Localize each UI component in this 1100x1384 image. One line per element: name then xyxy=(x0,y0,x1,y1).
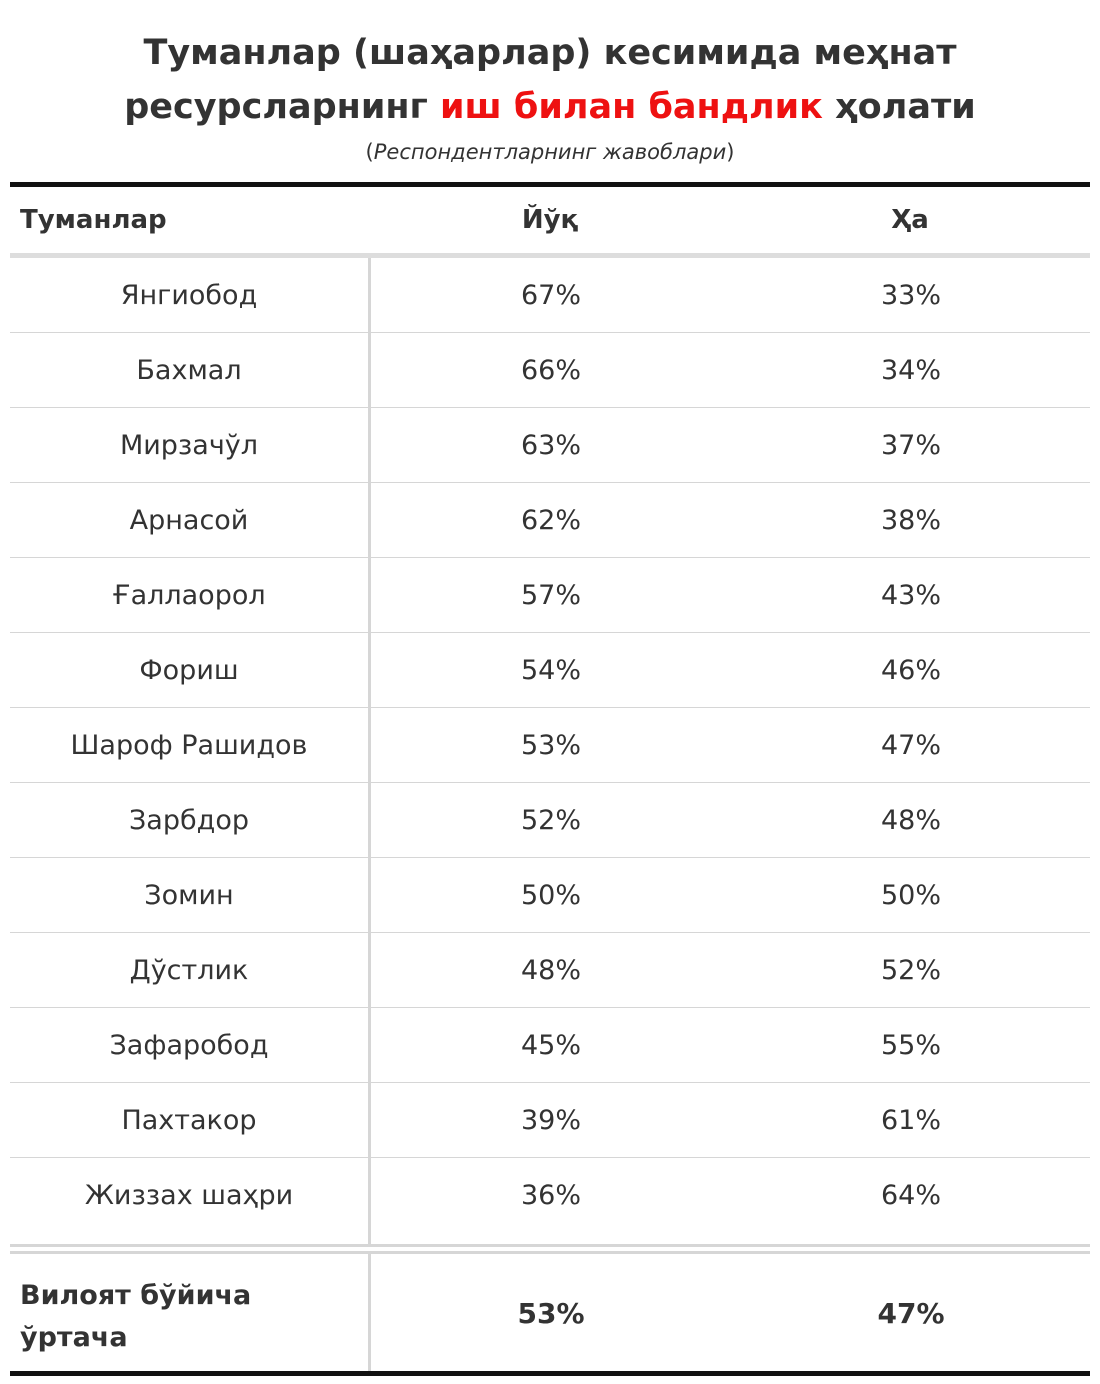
cell-no: 67% xyxy=(520,280,581,311)
table-top-rule xyxy=(10,182,1090,187)
column-divider xyxy=(368,258,371,1244)
cell-yes: 37% xyxy=(880,430,941,461)
cell-no: 39% xyxy=(520,1105,581,1136)
cell-district: Арнасой xyxy=(129,505,249,536)
table-row: Янгиобод 67% 33% xyxy=(10,258,1090,333)
table-bottom-rule xyxy=(10,1371,1090,1376)
footer-rule-2 xyxy=(10,1251,1090,1254)
table-row: Ғаллаорол 57% 43% xyxy=(10,558,1090,633)
footer-no: 53% xyxy=(517,1297,585,1330)
cell-yes: 46% xyxy=(880,655,941,686)
table-row: Зарбдор 52% 48% xyxy=(10,783,1090,858)
cell-district: Шароф Рашидов xyxy=(70,730,308,761)
table-row: Фориш 54% 46% xyxy=(10,633,1090,708)
cell-district: Жиззах шаҳри xyxy=(84,1180,294,1211)
table-header: Туманлар Йўқ Ҳа xyxy=(10,187,1090,253)
header-rule xyxy=(10,253,1090,258)
cell-yes: 64% xyxy=(880,1180,941,1211)
header-district: Туманлар xyxy=(20,205,167,235)
cell-yes: 34% xyxy=(880,355,941,386)
subtitle-text: Респондентларнинг жавоблари xyxy=(373,140,727,164)
cell-district: Бахмал xyxy=(136,355,242,386)
table-row: Бахмал 66% 34% xyxy=(10,333,1090,408)
title-line-2-start: ресурсларнинг xyxy=(124,87,441,127)
cell-district: Янгиобод xyxy=(120,280,258,311)
cell-yes: 61% xyxy=(880,1105,941,1136)
cell-no: 50% xyxy=(520,880,581,911)
table-row: Пахтакор 39% 61% xyxy=(10,1083,1090,1158)
cell-district: Фориш xyxy=(139,655,239,686)
subtitle: (Респондентларнинг жавоблари) xyxy=(365,140,735,164)
footer-label: Вилоят бўйича ўртача xyxy=(20,1280,252,1353)
cell-yes: 43% xyxy=(880,580,941,611)
header-no: Йўқ xyxy=(521,205,579,235)
table-row: Дўстлик 48% 52% xyxy=(10,933,1090,1008)
cell-district: Мирзачўл xyxy=(119,430,259,461)
table-row: Жиззах шаҳри 36% 64% xyxy=(10,1158,1090,1233)
cell-no: 62% xyxy=(520,505,581,536)
cell-no: 36% xyxy=(520,1180,581,1211)
cell-district: Зафаробод xyxy=(109,1030,269,1061)
title-line-2-end: ҳолати xyxy=(822,87,976,127)
cell-yes: 33% xyxy=(880,280,941,311)
cell-yes: 50% xyxy=(880,880,941,911)
title-highlight: иш билан бандлик xyxy=(440,87,823,127)
table-row: Шароф Рашидов 53% 47% xyxy=(10,708,1090,783)
cell-no: 54% xyxy=(520,655,581,686)
cell-no: 52% xyxy=(520,805,581,836)
table-body: Янгиобод 67% 33% Бахмал 66% 34% Мирзачўл 63% 37%… xyxy=(10,258,1090,1233)
header-yes: Ҳа xyxy=(891,205,929,235)
cell-yes: 47% xyxy=(880,730,941,761)
cell-no: 63% xyxy=(520,430,581,461)
cell-no: 53% xyxy=(520,730,581,761)
cell-yes: 55% xyxy=(880,1030,941,1061)
cell-no: 45% xyxy=(520,1030,581,1061)
title-line-1: Туманлар (шаҳарлар) кесимида меҳнат xyxy=(143,33,957,73)
footer-rule-1 xyxy=(10,1244,1090,1247)
cell-district: Зомин xyxy=(144,880,234,911)
cell-no: 48% xyxy=(520,955,581,986)
page-title: Туманлар (шаҳарлар) кесимида меҳнат ресу… xyxy=(0,26,1100,134)
cell-district: Дўстлик xyxy=(129,955,249,986)
footer-column-divider xyxy=(368,1254,371,1371)
table-footer: Вилоят бўйича ўртача 53% 47% xyxy=(10,1254,1090,1371)
cell-district: Ғаллаорол xyxy=(112,580,266,611)
cell-district: Зарбдор xyxy=(129,805,249,836)
cell-yes: 52% xyxy=(880,955,941,986)
cell-yes: 38% xyxy=(880,505,941,536)
title-line-2: ресурсларнинг иш билан бандлик ҳолати xyxy=(0,80,1100,134)
cell-district: Пахтакор xyxy=(121,1105,257,1136)
cell-no: 57% xyxy=(520,580,581,611)
table-row: Зафаробод 45% 55% xyxy=(10,1008,1090,1083)
cell-no: 66% xyxy=(520,355,581,386)
table-row: Арнасой 62% 38% xyxy=(10,483,1090,558)
footer-yes: 47% xyxy=(877,1297,945,1330)
cell-yes: 48% xyxy=(880,805,941,836)
table-row: Зомин 50% 50% xyxy=(10,858,1090,933)
table-row: Мирзачўл 63% 37% xyxy=(10,408,1090,483)
